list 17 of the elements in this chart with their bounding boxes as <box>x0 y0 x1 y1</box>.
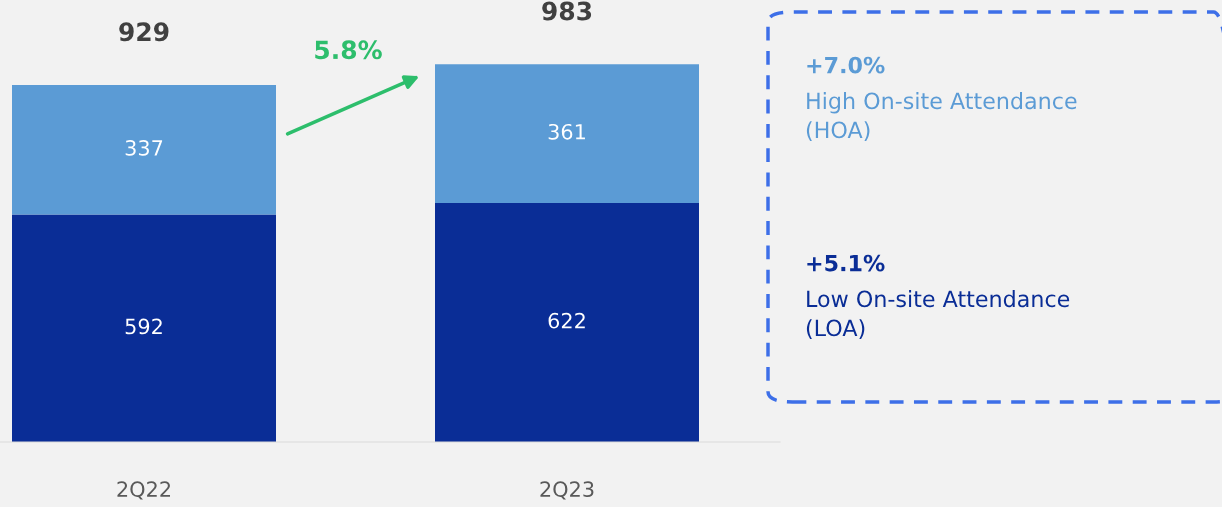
data-label: 361 <box>548 123 585 140</box>
data-label: 622 <box>548 312 585 329</box>
data-label: 592 <box>125 318 162 335</box>
bar <box>12 214 276 442</box>
x-tick-label: 2Q23 <box>540 481 594 500</box>
bar <box>12 84 276 215</box>
text: +5.1% <box>807 254 885 272</box>
text: High On-site Attendance (HOA) <box>806 92 1077 141</box>
x-tick-label: 2Q22 <box>117 481 170 500</box>
text: +7.0% <box>807 56 885 74</box>
text: 5.8% <box>315 40 382 60</box>
bar <box>435 64 699 203</box>
total-label: 929 <box>119 22 169 42</box>
data-label: 337 <box>125 140 163 156</box>
text: Low On-site Attendance (LOA) <box>806 290 1070 339</box>
total-label: 983 <box>542 1 592 21</box>
bar <box>435 202 699 442</box>
